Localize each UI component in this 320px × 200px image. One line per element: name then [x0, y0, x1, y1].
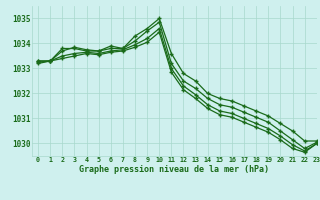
X-axis label: Graphe pression niveau de la mer (hPa): Graphe pression niveau de la mer (hPa) [79, 165, 269, 174]
